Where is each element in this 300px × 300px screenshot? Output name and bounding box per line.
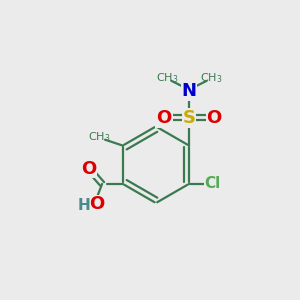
- Text: O: O: [89, 196, 105, 214]
- Text: H: H: [77, 198, 90, 213]
- Text: CH$_3$: CH$_3$: [88, 130, 110, 144]
- Text: CH$_3$: CH$_3$: [156, 71, 178, 85]
- Text: O: O: [81, 160, 97, 178]
- Text: O: O: [206, 109, 222, 127]
- Text: S: S: [182, 109, 196, 127]
- Text: N: N: [182, 82, 196, 100]
- Text: CH$_3$: CH$_3$: [200, 71, 222, 85]
- Text: Cl: Cl: [205, 176, 221, 191]
- Text: O: O: [156, 109, 172, 127]
